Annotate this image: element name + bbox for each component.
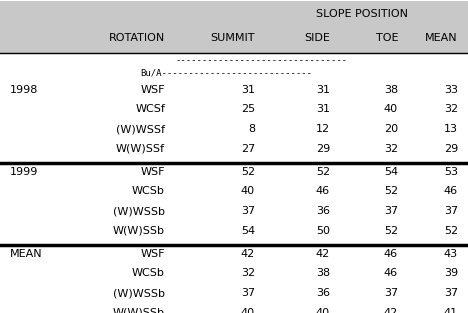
Text: 8: 8 (248, 124, 255, 134)
Text: W(W)SSf: W(W)SSf (116, 143, 165, 153)
Text: 54: 54 (241, 225, 255, 235)
Text: 38: 38 (316, 269, 330, 279)
Text: 52: 52 (384, 225, 398, 235)
Text: 39: 39 (444, 269, 458, 279)
Text: 25: 25 (241, 105, 255, 115)
Text: 52: 52 (444, 225, 458, 235)
Text: 36: 36 (316, 288, 330, 298)
Text: W(W)SSb: W(W)SSb (113, 225, 165, 235)
Text: 29: 29 (316, 143, 330, 153)
Text: 32: 32 (384, 143, 398, 153)
Text: 42: 42 (384, 307, 398, 313)
Text: WSF: WSF (140, 249, 165, 259)
Text: MEAN: MEAN (425, 33, 458, 43)
Text: 33: 33 (444, 85, 458, 95)
Text: 37: 37 (444, 206, 458, 216)
Text: W(W)SSb: W(W)SSb (113, 307, 165, 313)
Text: 43: 43 (444, 249, 458, 259)
Text: WSF: WSF (140, 85, 165, 95)
Text: 31: 31 (316, 105, 330, 115)
Text: WCSb: WCSb (132, 187, 165, 197)
Text: 54: 54 (384, 167, 398, 177)
Text: 1998: 1998 (10, 85, 38, 95)
Text: WCSf: WCSf (135, 105, 165, 115)
Text: 50: 50 (316, 225, 330, 235)
Text: 42: 42 (316, 249, 330, 259)
Text: 42: 42 (241, 249, 255, 259)
Text: 32: 32 (444, 105, 458, 115)
Text: 46: 46 (316, 187, 330, 197)
Text: 52: 52 (316, 167, 330, 177)
Text: 37: 37 (241, 288, 255, 298)
Text: 53: 53 (444, 167, 458, 177)
Text: WSF: WSF (140, 167, 165, 177)
Text: 31: 31 (241, 85, 255, 95)
Text: 37: 37 (384, 288, 398, 298)
Text: 31: 31 (316, 85, 330, 95)
Text: 46: 46 (384, 269, 398, 279)
Text: 29: 29 (444, 143, 458, 153)
Text: 40: 40 (384, 105, 398, 115)
Text: 36: 36 (316, 206, 330, 216)
Text: 13: 13 (444, 124, 458, 134)
Text: ROTATION: ROTATION (109, 33, 165, 43)
Text: SLOPE POSITION: SLOPE POSITION (315, 9, 408, 19)
Text: 12: 12 (316, 124, 330, 134)
Text: (W)WSSb: (W)WSSb (113, 206, 165, 216)
Text: (W)WSSb: (W)WSSb (113, 288, 165, 298)
Text: 52: 52 (384, 187, 398, 197)
Text: 40: 40 (241, 307, 255, 313)
Text: 27: 27 (241, 143, 255, 153)
Text: 52: 52 (241, 167, 255, 177)
Text: 41: 41 (444, 307, 458, 313)
Text: MEAN: MEAN (10, 249, 43, 259)
Text: 37: 37 (444, 288, 458, 298)
Text: Bu/A----------------------------: Bu/A---------------------------- (140, 69, 312, 78)
Text: 20: 20 (384, 124, 398, 134)
Text: SUMMIT: SUMMIT (211, 33, 255, 43)
Text: 1999: 1999 (10, 167, 38, 177)
Bar (0, 1, 468, 53)
Text: 37: 37 (241, 206, 255, 216)
Text: 32: 32 (241, 269, 255, 279)
Text: (W)WSSf: (W)WSSf (116, 124, 165, 134)
Text: 46: 46 (444, 187, 458, 197)
Text: --------------------------------: -------------------------------- (175, 57, 347, 65)
Text: 40: 40 (241, 187, 255, 197)
Text: 40: 40 (316, 307, 330, 313)
Text: SIDE: SIDE (304, 33, 330, 43)
Text: TOE: TOE (375, 33, 398, 43)
Text: 37: 37 (384, 206, 398, 216)
Text: 46: 46 (384, 249, 398, 259)
Text: 38: 38 (384, 85, 398, 95)
Text: WCSb: WCSb (132, 269, 165, 279)
